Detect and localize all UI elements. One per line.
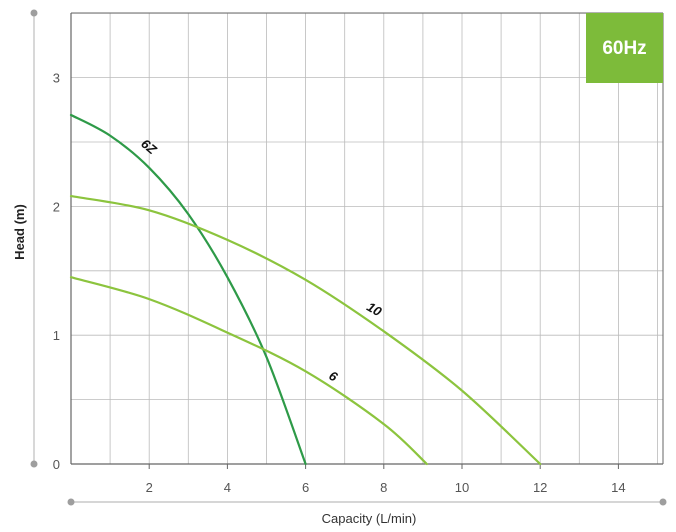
x-tick-label: 2 bbox=[146, 480, 153, 495]
badge-label: 60Hz bbox=[602, 38, 646, 59]
x-axis-title: Capacity (L/min) bbox=[322, 511, 417, 526]
x-tick-label: 14 bbox=[611, 480, 625, 495]
outer-y-axis-top-dot bbox=[30, 9, 38, 17]
axes bbox=[30, 9, 667, 506]
y-axis-title: Head (m) bbox=[12, 204, 27, 260]
x-tick-label: 10 bbox=[455, 480, 469, 495]
x-tick-labels: 2 4 6 8 10 12 14 bbox=[146, 464, 626, 495]
curve-label-6z: 6Z bbox=[138, 136, 160, 158]
grid-lines bbox=[71, 12, 663, 464]
x-tick-label: 12 bbox=[533, 480, 547, 495]
frequency-badge: 60Hz bbox=[586, 13, 663, 83]
y-tick-label: 1 bbox=[53, 328, 60, 343]
outer-x-axis-left-dot bbox=[67, 498, 75, 506]
curve-label-6: 6 bbox=[326, 368, 340, 385]
badge-background bbox=[586, 13, 663, 83]
outer-y-axis-bottom-dot bbox=[30, 460, 38, 468]
y-tick-label: 0 bbox=[53, 457, 60, 472]
y-tick-label: 3 bbox=[53, 71, 60, 86]
curve-label-10: 10 bbox=[364, 299, 385, 320]
x-tick-label: 8 bbox=[380, 480, 387, 495]
y-tick-labels: 0 1 2 3 bbox=[53, 71, 60, 472]
y-tick-label: 2 bbox=[53, 199, 60, 214]
data-series bbox=[69, 113, 542, 466]
outer-x-axis-right-dot bbox=[659, 498, 667, 506]
series-line-6 bbox=[69, 276, 428, 466]
series-line-10 bbox=[69, 195, 542, 466]
x-tick-label: 6 bbox=[302, 480, 309, 495]
x-tick-label: 4 bbox=[224, 480, 231, 495]
